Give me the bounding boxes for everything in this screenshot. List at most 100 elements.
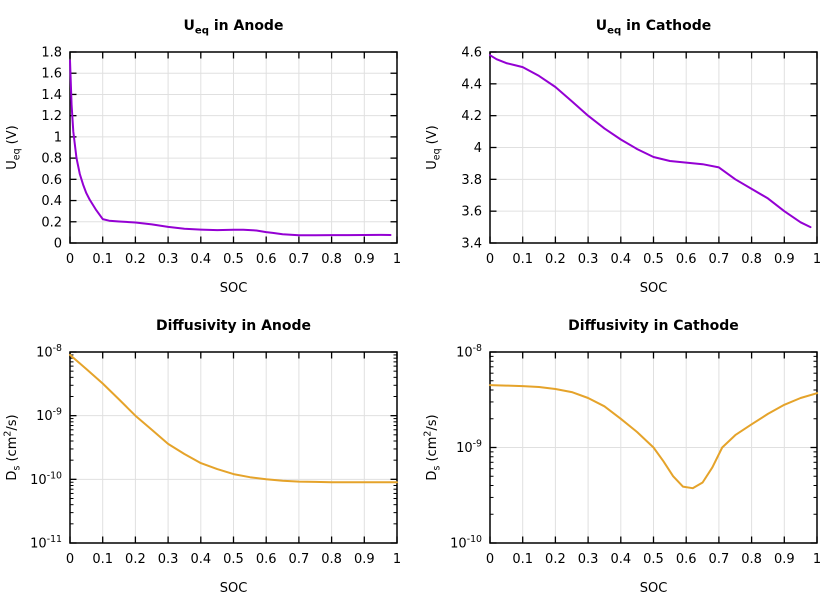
y-tick-label: 1 <box>54 130 62 145</box>
y-tick-label: 1.8 <box>41 46 62 61</box>
plot-title: Diffusivity in Anode <box>156 318 311 334</box>
axis-labels: 0 0.1 0.2 0.3 0.4 0.5 0.6 0.7 0.8 0.9 1 10-10 10-9 10… <box>450 343 821 567</box>
x-tick-label: 0.9 <box>354 552 375 567</box>
chart-ueq-anode: 0 0.1 0.2 0.3 0.4 0.5 0.6 0.7 0.8 0.9 1 0 0.2 0.4 0.6 0… <box>5 18 401 296</box>
x-tick-label: 0.5 <box>223 552 244 567</box>
y-axis-title: Ueq (V) <box>425 125 443 169</box>
x-tick-label: 0.8 <box>741 552 762 567</box>
x-axis-title: SOC <box>220 581 248 596</box>
chart-ueq-cathode: 0 0.1 0.2 0.3 0.4 0.5 0.6 0.7 0.8 0.9 1 3.4 3.6 3.8 4 4… <box>425 18 821 296</box>
y-tick-label: 1.2 <box>41 109 62 124</box>
x-tick-label: 0.8 <box>741 252 762 267</box>
plot-title: Ueq in Anode <box>184 18 284 37</box>
plot-grid <box>490 52 817 243</box>
axis-labels: 0 0.1 0.2 0.3 0.4 0.5 0.6 0.7 0.8 0.9 1 3.4 3.6 3.8 4 4… <box>461 46 821 268</box>
cell-ueq-anode: 0 0.1 0.2 0.3 0.4 0.5 0.6 0.7 0.8 0.9 1 0 0.2 0.4 0.6 0… <box>0 0 420 300</box>
chart-ds-cathode: 0 0.1 0.2 0.3 0.4 0.5 0.6 0.7 0.8 0.9 1 10-10 10-9 10… <box>423 318 822 596</box>
x-tick-label: 0.5 <box>223 252 244 267</box>
y-tick-label: 3.4 <box>461 237 482 252</box>
data-line <box>489 384 818 490</box>
x-axis-title: SOC <box>640 281 668 296</box>
x-tick-label: 0.3 <box>578 252 599 267</box>
x-tick-label: 0 <box>66 252 74 267</box>
plot-grid <box>70 52 397 243</box>
x-tick-label: 0.7 <box>709 552 730 567</box>
x-tick-label: 0 <box>66 552 74 567</box>
y-tick-label: 10-8 <box>456 343 482 361</box>
x-tick-label: 0.6 <box>256 552 277 567</box>
x-tick-label: 0.3 <box>578 552 599 567</box>
x-tick-label: 0.1 <box>92 552 113 567</box>
y-tick-label: 0.6 <box>41 173 62 188</box>
x-tick-label: 0.6 <box>676 252 697 267</box>
y-tick-label: 10-10 <box>450 534 482 552</box>
y-tick-label: 4.4 <box>461 77 482 92</box>
x-tick-label: 0.1 <box>512 252 533 267</box>
data-line <box>69 59 392 237</box>
x-tick-label: 0.2 <box>125 252 146 267</box>
y-tick-label: 3.6 <box>461 205 482 220</box>
y-axis-title: Ds (cm2/s) <box>3 414 23 480</box>
x-tick-label: 0.7 <box>709 252 730 267</box>
x-tick-label: 0.7 <box>289 252 310 267</box>
y-tick-label: 4 <box>474 141 482 156</box>
cell-ds-cathode: 0 0.1 0.2 0.3 0.4 0.5 0.6 0.7 0.8 0.9 1 10-10 10-9 10… <box>420 300 840 600</box>
x-tick-label: 0 <box>486 552 494 567</box>
y-axis-title: Ds (cm2/s) <box>423 414 443 480</box>
y-tick-label: 0.4 <box>41 194 62 209</box>
cell-ueq-cathode: 0 0.1 0.2 0.3 0.4 0.5 0.6 0.7 0.8 0.9 1 3.4 3.6 3.8 4 4… <box>420 0 840 300</box>
x-tick-label: 0.9 <box>354 252 375 267</box>
data-line <box>69 353 398 484</box>
x-tick-label: 1 <box>393 552 401 567</box>
x-tick-label: 0.4 <box>610 252 631 267</box>
x-tick-label: 0.3 <box>158 252 179 267</box>
x-tick-label: 0.2 <box>125 552 146 567</box>
plot-border <box>489 351 818 544</box>
plot-title: Ueq in Cathode <box>596 18 711 37</box>
y-tick-label: 0.8 <box>41 152 62 167</box>
plot-grid <box>70 352 397 543</box>
x-tick-label: 0.1 <box>92 252 113 267</box>
x-tick-label: 0.5 <box>643 552 664 567</box>
y-tick-label: 4.2 <box>461 109 482 124</box>
y-tick-label: 10-8 <box>36 343 62 361</box>
y-tick-label: 10-9 <box>36 407 62 425</box>
plot-border <box>69 51 398 244</box>
y-tick-label: 0.2 <box>41 215 62 230</box>
x-tick-label: 0.4 <box>610 552 631 567</box>
data-line <box>489 54 812 229</box>
x-tick-label: 0.8 <box>321 252 342 267</box>
x-tick-label: 0.9 <box>774 252 795 267</box>
y-tick-label: 1.4 <box>41 88 62 103</box>
x-tick-label: 0.2 <box>545 552 566 567</box>
x-axis-title: SOC <box>640 581 668 596</box>
x-tick-label: 0.4 <box>190 552 211 567</box>
y-tick-label: 10-10 <box>30 470 62 488</box>
y-tick-label: 1.6 <box>41 67 62 82</box>
y-axis-title: Ueq (V) <box>5 125 23 169</box>
y-tick-label: 10-9 <box>456 439 482 457</box>
axis-labels: 0 0.1 0.2 0.3 0.4 0.5 0.6 0.7 0.8 0.9 1 0 0.2 0.4 0.6 0… <box>41 46 401 268</box>
plot-grid <box>490 352 817 543</box>
axis-labels: 0 0.1 0.2 0.3 0.4 0.5 0.6 0.7 0.8 0.9 1 10-11 10-10 1… <box>30 343 401 567</box>
y-tick-label: 4.6 <box>461 46 482 61</box>
x-tick-label: 0.8 <box>321 552 342 567</box>
x-tick-label: 0.2 <box>545 252 566 267</box>
y-tick-label: 10-11 <box>30 534 62 552</box>
x-tick-label: 0.7 <box>289 552 310 567</box>
x-tick-label: 0.4 <box>190 252 211 267</box>
plot-title: Diffusivity in Cathode <box>568 318 739 334</box>
x-tick-label: 0.9 <box>774 552 795 567</box>
x-tick-label: 0.6 <box>256 252 277 267</box>
chart-ds-anode: 0 0.1 0.2 0.3 0.4 0.5 0.6 0.7 0.8 0.9 1 10-11 10-10 1… <box>3 318 402 596</box>
y-tick-label: 3.8 <box>461 173 482 188</box>
x-tick-label: 0.5 <box>643 252 664 267</box>
x-tick-label: 0.3 <box>158 552 179 567</box>
plot-border <box>489 51 818 244</box>
cell-ds-anode: 0 0.1 0.2 0.3 0.4 0.5 0.6 0.7 0.8 0.9 1 10-11 10-10 1… <box>0 300 420 600</box>
x-tick-label: 0.6 <box>676 552 697 567</box>
x-tick-label: 1 <box>813 252 821 267</box>
plot-border <box>69 351 398 544</box>
x-tick-label: 1 <box>813 552 821 567</box>
